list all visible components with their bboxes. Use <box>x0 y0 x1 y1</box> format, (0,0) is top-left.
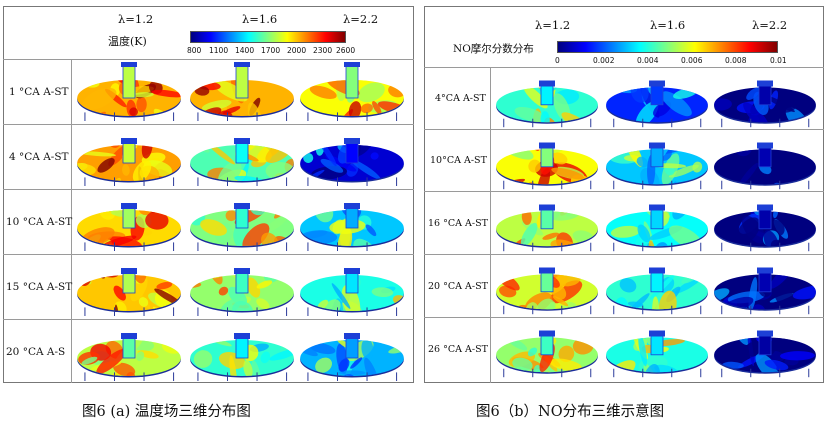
simulation-render <box>300 203 404 251</box>
panel-b-row-label: 16 °CA A-ST <box>428 218 488 229</box>
panel-a-tick: 2300 <box>313 46 333 55</box>
panel-b-colorbar-title: NO摩尔分数分布 <box>453 43 534 55</box>
panel-a-row-label: 15 °CA A-ST <box>6 281 73 293</box>
panel-a-tick: 1700 <box>261 46 281 55</box>
simulation-render <box>300 62 404 121</box>
panel-b-label-divider <box>490 67 491 383</box>
simulation-render <box>190 203 294 251</box>
panel-a-tick: 2000 <box>287 46 307 55</box>
panel-a-label-divider <box>71 59 72 383</box>
panel-b-caption: 图6（b）NO分布三维示意图 <box>476 404 665 420</box>
panel-a-row-divider <box>3 319 414 320</box>
panel-b-row-label: 26 °CA A-ST <box>428 344 488 355</box>
panel-b-row-label: 4°CA A-ST <box>435 93 486 104</box>
panel-a-row-label: 10 °CA A-ST <box>6 216 73 228</box>
panel-b-tick: 0.002 <box>593 56 615 65</box>
simulation-render <box>190 138 294 186</box>
panel-b-row-divider <box>424 254 824 255</box>
simulation-render <box>606 330 708 378</box>
simulation-render <box>190 62 294 121</box>
simulation-render <box>77 138 181 186</box>
panel-a-lambda-1: λ=1.2 <box>118 12 154 26</box>
panel-a-lambda-3: λ=2.2 <box>343 12 379 26</box>
simulation-render <box>606 267 708 315</box>
simulation-render <box>496 330 598 378</box>
panel-a-row-label: 1 °CA A-ST <box>9 86 69 98</box>
panel-b-tick: 0.008 <box>725 56 747 65</box>
panel-b-tick: 0.004 <box>637 56 659 65</box>
panel-b-tick: 0 <box>555 56 560 65</box>
panel-b-row-label: 20 °CA A-ST <box>428 281 488 292</box>
panel-b-header-divider <box>424 67 824 68</box>
simulation-render <box>714 330 816 378</box>
panel-b-row-divider <box>424 191 824 192</box>
panel-a-caption: 图6 (a) 温度场三维分布图 <box>82 404 251 420</box>
simulation-render <box>606 204 708 252</box>
panel-a-row-divider <box>3 124 414 125</box>
simulation-render <box>714 142 816 190</box>
simulation-render <box>300 333 404 381</box>
simulation-render <box>496 80 598 128</box>
simulation-render <box>190 268 294 316</box>
simulation-render <box>496 267 598 315</box>
panel-a-colorbar-title: 温度(K) <box>108 35 147 48</box>
panel-b-lambda-2: λ=1.6 <box>650 18 686 32</box>
panel-a-tick: 800 <box>187 46 202 55</box>
panel-b-lambda-3: λ=2.2 <box>752 18 788 32</box>
panel-b-tick: 0.01 <box>770 56 787 65</box>
panel-a-colorbar <box>190 31 346 43</box>
panel-a-tick: 1100 <box>209 46 229 55</box>
panel-a-row-divider <box>3 189 414 190</box>
simulation-render <box>496 204 598 252</box>
panel-b-tick: 0.006 <box>681 56 703 65</box>
simulation-render <box>77 268 181 316</box>
panel-a-row-label: 20 °CA A-S <box>6 346 66 358</box>
simulation-render <box>77 333 181 381</box>
simulation-render <box>606 80 708 128</box>
panel-b-row-divider <box>424 317 824 318</box>
simulation-render <box>77 203 181 251</box>
simulation-render <box>606 142 708 190</box>
panel-b-row-label: 10°CA A-ST <box>430 155 487 166</box>
panel-a-lambda-2: λ=1.6 <box>242 12 278 26</box>
panel-a-tick: 2600 <box>336 46 356 55</box>
panel-a-header-divider <box>3 59 414 60</box>
simulation-render <box>300 138 404 186</box>
simulation-render <box>714 204 816 252</box>
simulation-render <box>714 267 816 315</box>
panel-a-row-divider <box>3 254 414 255</box>
panel-b-lambda-1: λ=1.2 <box>535 18 571 32</box>
simulation-render <box>300 268 404 316</box>
panel-b-colorbar <box>557 41 778 53</box>
simulation-render <box>496 142 598 190</box>
simulation-render <box>714 80 816 128</box>
simulation-render <box>77 62 181 121</box>
panel-a-row-label: 4 °CA A-ST <box>9 151 69 163</box>
panel-a-tick: 1400 <box>235 46 255 55</box>
panel-b-row-divider <box>424 129 824 130</box>
simulation-render <box>190 333 294 381</box>
